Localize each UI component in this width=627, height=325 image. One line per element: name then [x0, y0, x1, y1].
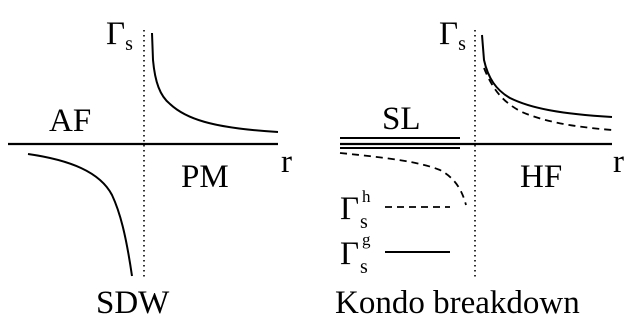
- right-panel: Γs r SL HF Γ h s Γ g s Kondo breakdown: [335, 16, 624, 321]
- left-phase-af-label: AF: [49, 103, 91, 139]
- right-phase-hf-label: HF: [520, 159, 562, 195]
- left-curve-upper: [151, 32, 279, 133]
- right-phase-sl-label: SL: [382, 101, 421, 137]
- right-axis-gamma: Γs: [439, 16, 466, 55]
- legend-gamma-h-subscript: s: [360, 211, 368, 233]
- right-curve-gamma-h-lower: [339, 152, 467, 206]
- legend-gamma-g-superscript: g: [362, 230, 371, 249]
- left-panel: Γs r AF PM SDW: [8, 16, 292, 321]
- legend-gamma-g-subscript: s: [360, 256, 368, 278]
- right-axis-gamma-subscript: s: [458, 33, 466, 55]
- left-curve-lower: [27, 153, 133, 277]
- left-caption: SDW: [96, 285, 170, 321]
- legend-gamma-h-symbol: Γ: [340, 191, 359, 227]
- right-caption: Kondo breakdown: [335, 285, 580, 321]
- left-axis-gamma-subscript: s: [125, 33, 133, 55]
- right-curve-gamma-g: [481, 34, 613, 118]
- left-phase-pm-label: PM: [181, 159, 229, 195]
- right-axis-r-label: r: [613, 144, 624, 180]
- legend-entry-gamma-g: Γ g s: [340, 230, 450, 278]
- legend-gamma-h-superscript: h: [362, 187, 371, 206]
- legend-entry-gamma-h: Γ h s: [340, 187, 450, 233]
- right-curve-gamma-h-upper: [483, 67, 613, 131]
- left-axis-r-label: r: [281, 144, 292, 180]
- left-axis-gamma: Γs: [106, 16, 133, 55]
- legend-gamma-g-symbol: Γ: [340, 236, 359, 272]
